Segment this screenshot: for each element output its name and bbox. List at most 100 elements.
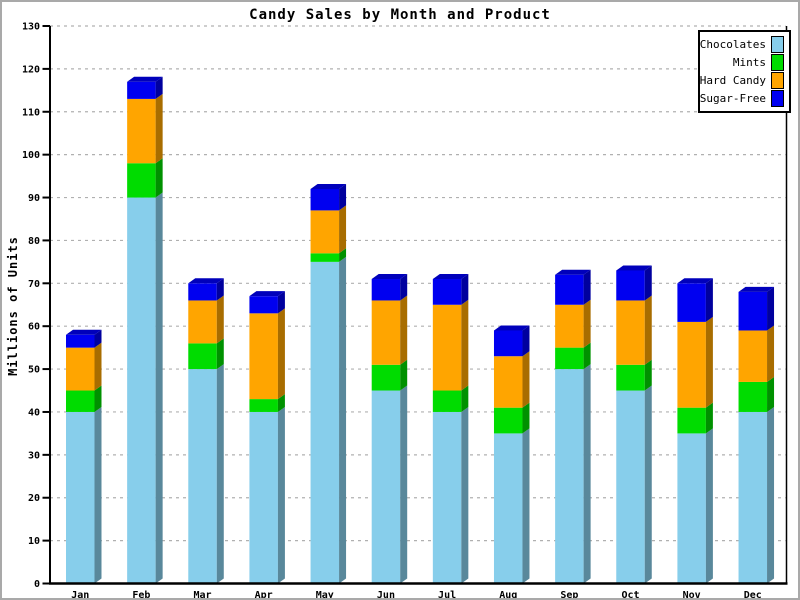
legend-swatch-hard-candy	[771, 71, 784, 89]
segment-top	[66, 329, 102, 335]
y-tick-label: 40	[28, 407, 40, 418]
legend-item: Sugar-Free	[700, 89, 784, 107]
segment-side	[155, 93, 163, 164]
segment-chocolates	[616, 390, 645, 584]
segment-side	[705, 402, 713, 434]
segment-mints	[616, 364, 645, 391]
segment-top	[738, 286, 775, 292]
segment-top	[188, 278, 224, 284]
segment-top	[432, 274, 469, 280]
segment-side	[583, 299, 591, 348]
segment-side	[216, 338, 224, 370]
segment-side	[522, 428, 530, 584]
segment-sugar-free	[616, 270, 645, 301]
x-tick-label: Feb	[132, 590, 150, 600]
legend-swatch-mints	[771, 53, 784, 71]
segment-side	[94, 406, 102, 584]
segment-chocolates	[677, 433, 706, 584]
bar-feb	[127, 76, 163, 584]
bar-jul	[432, 274, 469, 584]
segment-sugar-free	[127, 81, 156, 99]
segment-side	[705, 316, 713, 408]
segment-sugar-free	[310, 188, 340, 211]
segment-hard-candy	[127, 98, 156, 164]
segment-mints	[371, 364, 401, 391]
segment-side	[461, 385, 469, 412]
bar-may	[310, 183, 347, 584]
segment-side	[277, 394, 285, 412]
segment-side	[705, 278, 713, 322]
segment-side	[339, 183, 347, 211]
segment-side	[644, 385, 652, 584]
segment-mints	[677, 407, 706, 434]
bar-dec	[738, 286, 775, 584]
bar-aug	[493, 325, 530, 584]
segment-hard-candy	[66, 347, 95, 391]
segment-side	[767, 286, 775, 331]
segment-chocolates	[188, 369, 217, 584]
segment-side	[461, 299, 469, 391]
segment-hard-candy	[555, 304, 584, 348]
segment-top	[249, 291, 285, 297]
legend-label: Hard Candy	[699, 73, 766, 87]
segment-side	[644, 359, 652, 391]
segment-side	[155, 192, 163, 584]
segment-side	[522, 325, 530, 357]
segment-hard-candy	[188, 300, 217, 344]
segment-top	[310, 183, 347, 189]
segment-side	[583, 269, 591, 305]
segment-top	[493, 325, 530, 331]
x-tick-label: Sep	[560, 590, 578, 600]
y-tick-label: 130	[22, 22, 40, 33]
segment-chocolates	[249, 411, 278, 584]
segment-side	[644, 295, 652, 365]
segment-hard-candy	[432, 304, 462, 391]
segment-mints	[127, 163, 156, 198]
segment-sugar-free	[493, 330, 523, 357]
segment-side	[339, 256, 347, 584]
legend-item: Chocolates	[700, 35, 784, 53]
segment-side	[767, 325, 775, 382]
y-tick-label: 100	[22, 150, 40, 161]
segment-side	[216, 295, 224, 344]
segment-mints	[310, 253, 340, 262]
segment-chocolates	[555, 369, 584, 584]
segment-sugar-free	[371, 279, 401, 301]
y-tick-label: 60	[28, 322, 40, 333]
segment-chocolates	[432, 411, 462, 584]
legend-swatch-sugar-free	[771, 89, 784, 107]
segment-mints	[555, 347, 584, 370]
bar-jan	[66, 329, 102, 584]
y-tick-label: 80	[28, 236, 40, 247]
bar-oct	[616, 265, 652, 584]
segment-sugar-free	[66, 334, 95, 348]
legend-item: Hard Candy	[700, 71, 784, 89]
segment-side	[400, 274, 408, 301]
legend-item: Mints	[705, 53, 784, 71]
x-tick-label: Dec	[744, 590, 762, 600]
segment-side	[339, 205, 347, 254]
y-axis-title: Millions of Units	[6, 236, 20, 376]
x-tick-label: Oct	[621, 590, 639, 600]
segment-chocolates	[371, 390, 401, 584]
x-tick-label: May	[316, 590, 334, 600]
segment-sugar-free	[432, 279, 462, 305]
x-tick-label: Apr	[255, 590, 273, 600]
legend: Chocolates Mints Hard Candy Sugar-Free	[698, 30, 791, 113]
segment-sugar-free	[249, 296, 278, 314]
segment-side	[400, 359, 408, 391]
segment-side	[644, 265, 652, 301]
y-tick-label: 120	[22, 64, 40, 75]
segment-side	[94, 329, 102, 348]
segment-side	[583, 342, 591, 370]
chart-title: Candy Sales by Month and Product	[249, 7, 551, 23]
axes: 0 10 20 30 40 50 60 70 80 90 100 110 120 130	[22, 22, 788, 590]
segment-top	[127, 76, 163, 82]
segment-sugar-free	[738, 291, 768, 331]
segment-mints	[66, 390, 95, 412]
y-tick-label: 20	[28, 493, 40, 504]
segment-hard-candy	[493, 356, 523, 408]
segment-side	[277, 291, 285, 314]
segment-mints	[188, 343, 217, 370]
segment-side	[94, 385, 102, 412]
